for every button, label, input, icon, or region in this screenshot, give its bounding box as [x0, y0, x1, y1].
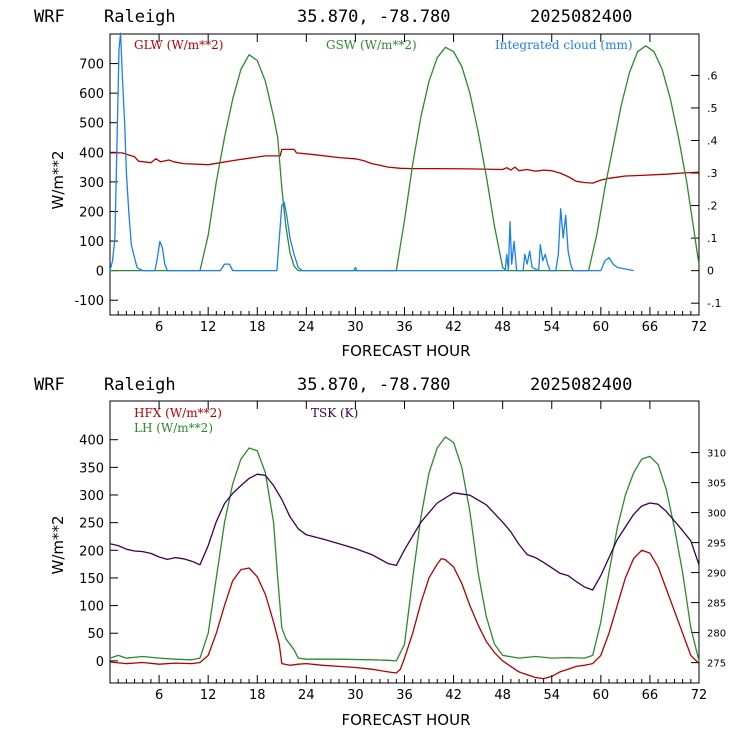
top-x-tick-label: 42 [445, 320, 462, 335]
top-y-tick-label: 100 [79, 235, 104, 250]
top-legend-gsw: GSW (W/m**2) [326, 38, 417, 52]
bottom-x-tick-label: 30 [347, 688, 364, 703]
top-y2-tick-label: 0 [707, 265, 714, 278]
bottom-x-tick-label: 72 [691, 688, 708, 703]
top-series-glw-line [110, 149, 699, 183]
top-x-tick-label: 60 [593, 320, 610, 335]
top-series-integrated-line [110, 33, 634, 271]
bottom-title-coords: 35.870, -78.780 [297, 375, 451, 395]
bottom-y-tick-label: 400 [79, 434, 104, 449]
top-y2-tick-label: .5 [707, 102, 718, 115]
bottom-x-tick-label: 24 [298, 688, 315, 703]
top-plot-frame [110, 34, 699, 315]
top-y2-tick-label: .3 [707, 167, 718, 180]
bottom-x-tick-label: 6 [155, 688, 163, 703]
bottom-x-tick-label: 60 [593, 688, 610, 703]
top-x-tick-label: 54 [543, 320, 560, 335]
top-title-site: Raleigh [104, 7, 176, 27]
top-x-tick-label: 12 [200, 320, 217, 335]
bottom-x-tick-label: 48 [494, 688, 511, 703]
bottom-title-site: Raleigh [104, 375, 176, 395]
bottom-legend-lh: LH (W/m**2) [134, 421, 213, 435]
top-y-tick-label: 600 [79, 87, 104, 102]
top-x-tick-label: 18 [249, 320, 266, 335]
top-legend-glw: GLW (W/m**2) [134, 38, 223, 52]
top-x-tick-label: 66 [642, 320, 659, 335]
bottom-y2-tick-label: 310 [707, 449, 726, 460]
bottom-x-tick-label: 54 [543, 688, 560, 703]
bottom-y-tick-label: 0 [96, 655, 104, 670]
bottom-y-axis-label: W/m**2 [49, 515, 67, 574]
top-series-gsw-line [110, 46, 699, 271]
bottom-y-tick-label: 50 [87, 627, 104, 642]
top-y-tick-label: 500 [79, 117, 104, 132]
bottom-title-run: 2025082400 [530, 375, 632, 395]
bottom-x-tick-label: 36 [396, 688, 413, 703]
bottom-y-tick-label: 150 [79, 572, 104, 587]
bottom-legend-hfx: HFX (W/m**2) [134, 406, 222, 420]
bottom-y-tick-label: 350 [79, 461, 104, 476]
bottom-y-tick-label: 300 [79, 489, 104, 504]
bottom-x-tick-label: 18 [249, 688, 266, 703]
bottom-series-tsk-line [110, 474, 699, 590]
top-y-tick-label: 0 [96, 265, 104, 280]
bottom-y2-tick-label: 295 [707, 539, 726, 550]
top-y2-tick-label: .6 [707, 69, 718, 82]
top-y-tick-label: 300 [79, 176, 104, 191]
top-title-run: 2025082400 [530, 7, 632, 27]
top-y2-tick-label: .1 [707, 232, 718, 245]
top-x-tick-label: 24 [298, 320, 315, 335]
top-title-coords: 35.870, -78.780 [297, 7, 451, 27]
bottom-y2-tick-label: 285 [707, 599, 726, 610]
top-y2-tick-label: .4 [707, 134, 718, 147]
bottom-legend-tsk: TSK (K) [311, 406, 358, 420]
top-x-tick-label: 72 [691, 320, 708, 335]
bottom-y2-tick-label: 305 [707, 479, 726, 490]
top-legend-cloud: Integrated cloud (mm) [495, 38, 633, 52]
bottom-y-tick-label: 200 [79, 544, 104, 559]
top-x-tick-label: 6 [155, 320, 163, 335]
top-y-tick-label: -100 [74, 294, 104, 309]
top-x-tick-label: 36 [396, 320, 413, 335]
bottom-y2-tick-label: 280 [707, 629, 726, 640]
bottom-series-hfx-line [110, 550, 699, 678]
top-chart: WRF Raleigh 35.870, -78.780 2025082400 G… [34, 7, 721, 360]
bottom-title-model: WRF [34, 375, 65, 395]
top-x-tick-label: 48 [494, 320, 511, 335]
bottom-y-tick-label: 250 [79, 517, 104, 532]
bottom-chart: WRF Raleigh 35.870, -78.780 2025082400 H… [34, 375, 726, 729]
bottom-x-tick-label: 42 [445, 688, 462, 703]
top-y-tick-label: 700 [79, 58, 104, 73]
bottom-x-tick-label: 66 [642, 688, 659, 703]
top-x-axis-label: FORECAST HOUR [341, 342, 470, 360]
top-title-model: WRF [34, 7, 65, 27]
chart-canvas: WRF Raleigh 35.870, -78.780 2025082400 G… [0, 0, 740, 740]
bottom-x-axis-label: FORECAST HOUR [341, 711, 470, 729]
bottom-y2-tick-label: 300 [707, 509, 726, 520]
top-y-tick-label: 400 [79, 146, 104, 161]
bottom-y2-tick-label: 275 [707, 659, 726, 670]
bottom-y-tick-label: 100 [79, 600, 104, 615]
bottom-y2-tick-label: 290 [707, 569, 726, 580]
bottom-x-tick-label: 12 [200, 688, 217, 703]
top-y2-tick-label: .2 [707, 200, 718, 213]
top-x-tick-label: 30 [347, 320, 364, 335]
top-y-axis-label: W/m**2 [49, 150, 67, 209]
top-y-tick-label: 200 [79, 205, 104, 220]
top-y2-tick-label: -.1 [707, 297, 721, 310]
